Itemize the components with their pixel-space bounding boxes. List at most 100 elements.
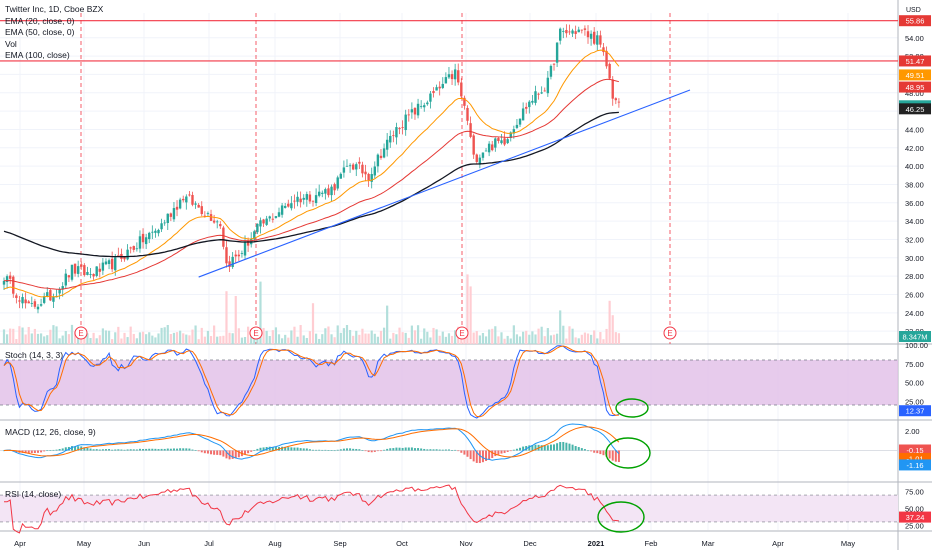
volume-bar xyxy=(284,334,287,344)
candle-body xyxy=(89,274,92,275)
candle-body xyxy=(305,194,309,200)
macd-histogram-bar xyxy=(549,444,552,451)
candle-body xyxy=(39,304,43,306)
macd-histogram-bar xyxy=(333,450,336,452)
macd-histogram-bar xyxy=(321,449,324,451)
candle-body xyxy=(487,143,491,153)
candle-body xyxy=(494,138,497,148)
legend-vol[interactable]: Vol xyxy=(5,38,17,49)
macd-histogram-bar xyxy=(200,450,203,453)
candle-body xyxy=(253,231,256,240)
volume-bar xyxy=(2,329,6,344)
candle-body xyxy=(614,98,618,101)
stoch-title[interactable]: Stoch (14, 3, 3) xyxy=(5,350,64,360)
candle-body xyxy=(478,157,482,165)
candle-body xyxy=(101,262,105,271)
volume-bar xyxy=(556,333,559,344)
volume-bar xyxy=(593,330,596,344)
earnings-marker-circle xyxy=(455,326,469,340)
symbol-title[interactable]: Twitter Inc, 1D, Cboe BZX xyxy=(5,4,104,14)
candle-body xyxy=(327,188,330,196)
candle-body xyxy=(503,138,506,145)
macd-histogram-bar xyxy=(383,449,386,451)
volume-bar xyxy=(231,333,234,344)
price-label-box xyxy=(899,69,931,81)
candle-body xyxy=(602,47,605,53)
candle-body xyxy=(321,192,324,194)
macd-histogram-bar xyxy=(617,450,620,463)
volume-bar xyxy=(617,333,621,344)
macd-histogram-bar xyxy=(358,449,361,451)
macd-histogram-bar xyxy=(318,449,321,451)
macd-histogram-bar xyxy=(519,447,522,451)
macd-histogram-bar xyxy=(213,450,216,455)
volume-bar xyxy=(166,325,169,344)
volume-bar xyxy=(386,305,389,344)
candle-body xyxy=(219,224,222,227)
volume-bar xyxy=(314,333,318,344)
price-label-text: 46.25 xyxy=(906,105,925,114)
volume-bar xyxy=(472,332,475,344)
macd-histogram-bar xyxy=(441,449,444,451)
time-tick-label: Sep xyxy=(333,539,346,548)
volume-bar xyxy=(590,334,593,344)
candle-body xyxy=(259,220,262,227)
volume-bar xyxy=(160,327,163,344)
candle-body xyxy=(596,35,599,45)
macd-histogram-bar xyxy=(30,450,33,454)
volume-bar xyxy=(379,330,383,344)
legend-ema100[interactable]: EMA (100, close) xyxy=(5,50,70,60)
volume-bar xyxy=(98,335,101,344)
macd-histogram-bar xyxy=(312,449,314,451)
volume-bar xyxy=(596,338,599,344)
macd-histogram-bar xyxy=(583,449,586,451)
volume-bar xyxy=(49,329,52,344)
candle-body xyxy=(182,198,185,201)
legend-ema50[interactable]: EMA (50, close, 0) xyxy=(5,27,75,37)
volume-bar xyxy=(302,335,305,344)
volume-bar xyxy=(274,327,278,344)
candle-body xyxy=(481,152,485,158)
volume-bar xyxy=(95,338,98,344)
macd-histogram-bar xyxy=(163,448,166,451)
macd-histogram-bar xyxy=(349,448,352,451)
volume-bar xyxy=(36,333,40,344)
macd-title[interactable]: MACD (12, 26, close, 9) xyxy=(5,427,96,437)
macd-histogram-bar xyxy=(197,450,200,452)
rsi-title[interactable]: RSI (14, close) xyxy=(5,489,62,499)
candle-body xyxy=(395,127,398,138)
macd-histogram-bar xyxy=(512,449,515,451)
candle-body xyxy=(441,83,444,88)
macd-histogram-bar xyxy=(142,448,145,451)
macd-histogram-bar xyxy=(77,446,80,451)
volume-bar xyxy=(247,326,250,344)
volume-bar xyxy=(488,329,491,344)
macd-histogram-bar xyxy=(580,448,583,451)
macd-histogram-bar xyxy=(515,448,518,451)
legend-ema20[interactable]: EMA (20, close, 0) xyxy=(5,15,75,26)
rsi-tick-label: 75.00 xyxy=(905,488,924,497)
volume-bar xyxy=(33,328,36,344)
candle-body xyxy=(413,107,417,115)
candle-body xyxy=(438,86,441,89)
candle-body xyxy=(580,29,584,31)
volume-bar xyxy=(281,338,284,344)
macd-histogram-bar xyxy=(509,450,512,452)
macd-histogram-bar xyxy=(503,450,506,453)
candle-body xyxy=(549,65,553,77)
macd-histogram-bar xyxy=(129,449,132,451)
volume-bar xyxy=(426,331,429,344)
volume-bar xyxy=(117,326,120,344)
volume-bar xyxy=(240,337,244,344)
macd-histogram-bar xyxy=(469,450,472,460)
price-tick-label: 28.00 xyxy=(905,272,924,281)
price-tick-label: 30.00 xyxy=(905,254,924,263)
macd-histogram-bar xyxy=(250,450,253,452)
candle-body xyxy=(52,296,55,302)
volume-label-box xyxy=(899,331,931,342)
macd-label-text: -1.16 xyxy=(906,461,923,470)
price-tick-label: 44.00 xyxy=(905,125,924,134)
macd-histogram-bar xyxy=(274,447,277,451)
candle-body xyxy=(450,74,454,80)
candle-body xyxy=(151,231,154,233)
